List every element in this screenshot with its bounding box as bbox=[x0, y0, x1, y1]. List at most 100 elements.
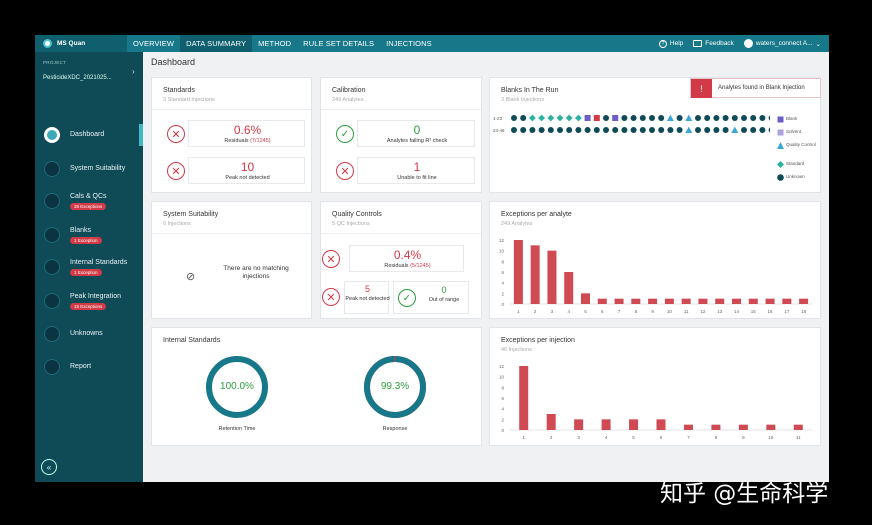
peak-not-detected-metric[interactable]: 10 Peak not detected bbox=[188, 157, 305, 184]
qc-marker[interactable] bbox=[685, 114, 693, 121]
unknown-marker[interactable] bbox=[584, 127, 591, 133]
qc-marker[interactable] bbox=[731, 126, 739, 133]
unknown-marker[interactable] bbox=[649, 127, 655, 133]
unknown-marker[interactable] bbox=[575, 127, 582, 133]
unknown-marker[interactable] bbox=[630, 115, 637, 121]
unknown-marker[interactable] bbox=[676, 127, 683, 133]
bar[interactable] bbox=[530, 245, 540, 304]
bar[interactable] bbox=[574, 419, 584, 430]
exceptions-per-injection-card[interactable]: Exceptions per injection 46 Injections 0… bbox=[489, 327, 821, 446]
unknown-marker[interactable] bbox=[547, 127, 554, 133]
calibration-card[interactable]: Calibration 249 Analytes ✓ 0 Analytes fa… bbox=[320, 77, 482, 193]
bar[interactable] bbox=[564, 272, 574, 304]
unknown-marker[interactable] bbox=[731, 115, 738, 121]
system-suitability-card[interactable]: System Suitability 0 Injections ⊘ There … bbox=[151, 201, 312, 319]
standard-marker[interactable] bbox=[547, 114, 555, 122]
unknown-marker[interactable] bbox=[741, 127, 747, 133]
standard-marker[interactable] bbox=[538, 114, 545, 122]
unknown-marker[interactable] bbox=[695, 127, 701, 133]
unknown-marker[interactable] bbox=[630, 127, 637, 133]
sidebar-item-system-suitability[interactable]: System Suitability bbox=[35, 158, 143, 180]
unknown-marker[interactable] bbox=[658, 115, 665, 121]
chevron-right-icon[interactable]: › bbox=[132, 67, 135, 76]
bar[interactable] bbox=[732, 298, 741, 304]
bar[interactable] bbox=[629, 419, 639, 430]
unknown-marker[interactable] bbox=[722, 127, 729, 133]
unknown-marker[interactable] bbox=[768, 127, 770, 133]
feedback-button[interactable]: Feedback bbox=[693, 40, 734, 47]
sidebar-item-peak-integration[interactable]: Peak Integration 15 Exceptions bbox=[35, 290, 143, 312]
standards-card[interactable]: Standards 3 Standard Injections ✕ 0.6% R… bbox=[151, 77, 312, 193]
bar[interactable] bbox=[601, 419, 611, 430]
unknown-marker[interactable] bbox=[538, 127, 545, 133]
unknown-marker[interactable] bbox=[520, 127, 527, 133]
sidebar-item-internal-standards[interactable]: Internal Standards 1 Exception bbox=[35, 256, 143, 278]
qc-out-of-range-metric[interactable]: ✓ 0 Out of range bbox=[393, 281, 469, 314]
response-donut[interactable] bbox=[360, 352, 430, 422]
bar[interactable] bbox=[793, 424, 803, 430]
tab-rule-set-details[interactable]: RULE SET DETAILS bbox=[303, 39, 375, 48]
bar[interactable] bbox=[648, 298, 658, 304]
unknown-marker[interactable] bbox=[768, 115, 770, 121]
unknown-marker[interactable] bbox=[741, 115, 747, 121]
injection-run-map[interactable] bbox=[490, 108, 770, 178]
unknown-marker[interactable] bbox=[511, 115, 517, 121]
bar[interactable] bbox=[698, 298, 708, 304]
unknown-marker[interactable] bbox=[667, 127, 674, 133]
unknown-marker[interactable] bbox=[704, 127, 711, 133]
unknown-marker[interactable] bbox=[759, 115, 766, 121]
bar[interactable] bbox=[738, 424, 748, 430]
blanks-in-run-card[interactable]: Blanks In The Run 3 Blank Injections ! A… bbox=[489, 77, 821, 193]
bar[interactable] bbox=[799, 298, 809, 304]
unknown-marker[interactable] bbox=[566, 127, 573, 133]
bar[interactable] bbox=[581, 293, 590, 304]
unknown-marker[interactable] bbox=[750, 115, 757, 121]
bar[interactable] bbox=[748, 298, 758, 304]
qc-marker[interactable] bbox=[666, 114, 674, 121]
bar[interactable] bbox=[631, 298, 641, 304]
qc-residuals-metric[interactable]: 0.4% Residuals (5/1245) bbox=[349, 245, 464, 272]
unknown-marker[interactable] bbox=[658, 127, 665, 133]
unknown-marker[interactable] bbox=[713, 115, 720, 121]
unknown-marker[interactable] bbox=[639, 115, 646, 121]
unknown-marker[interactable] bbox=[649, 115, 655, 121]
unknown-marker[interactable] bbox=[621, 127, 628, 133]
qc-peak-not-detected-metric[interactable]: 5 Peak not detected bbox=[344, 281, 390, 314]
collapse-sidebar-icon[interactable]: « bbox=[41, 459, 57, 475]
unknown-marker[interactable] bbox=[759, 127, 766, 133]
blank-alert[interactable]: ! Analytes found in Blank Injection bbox=[690, 78, 821, 98]
bar[interactable] bbox=[715, 298, 725, 304]
bar[interactable] bbox=[711, 424, 721, 430]
unknown-marker[interactable] bbox=[520, 115, 527, 121]
tab-method[interactable]: METHOD bbox=[258, 39, 292, 48]
unknown-marker[interactable] bbox=[676, 115, 683, 121]
bar[interactable] bbox=[519, 366, 529, 430]
bar[interactable] bbox=[614, 298, 624, 304]
unknown-marker[interactable] bbox=[639, 127, 646, 133]
sidebar-item-dashboard[interactable]: Dashboard bbox=[35, 124, 143, 146]
bar[interactable] bbox=[681, 298, 691, 304]
unknown-marker[interactable] bbox=[593, 127, 600, 133]
standard-marker[interactable] bbox=[529, 114, 536, 122]
bar[interactable] bbox=[782, 298, 792, 304]
r2-check-metric[interactable]: 0 Analytes failing R² check bbox=[357, 120, 475, 147]
standard-marker[interactable] bbox=[556, 114, 564, 122]
unknown-marker[interactable] bbox=[603, 127, 609, 133]
unknown-marker[interactable] bbox=[713, 127, 720, 133]
sidebar-item-cals-qcs[interactable]: Cals & QCs 38 Exceptions bbox=[35, 190, 143, 212]
fit-line-metric[interactable]: 1 Unable to fit line bbox=[357, 157, 475, 184]
standard-marker[interactable] bbox=[565, 114, 573, 122]
unknown-marker[interactable] bbox=[557, 127, 563, 133]
blank-marker[interactable] bbox=[612, 115, 619, 121]
bar[interactable] bbox=[597, 298, 607, 304]
quality-controls-card[interactable]: Quality Controls 5 QC Injections ✕ 0.4% … bbox=[320, 201, 482, 319]
bar[interactable] bbox=[656, 419, 666, 430]
help-button[interactable]: ? Help bbox=[658, 39, 683, 48]
blank-marker[interactable] bbox=[584, 115, 591, 121]
qc-marker[interactable] bbox=[685, 126, 693, 133]
bar[interactable] bbox=[664, 298, 674, 304]
internal-standards-card[interactable]: Internal Standards 100.0% Retention Time… bbox=[151, 327, 482, 446]
blank-exception-marker[interactable] bbox=[593, 115, 600, 121]
